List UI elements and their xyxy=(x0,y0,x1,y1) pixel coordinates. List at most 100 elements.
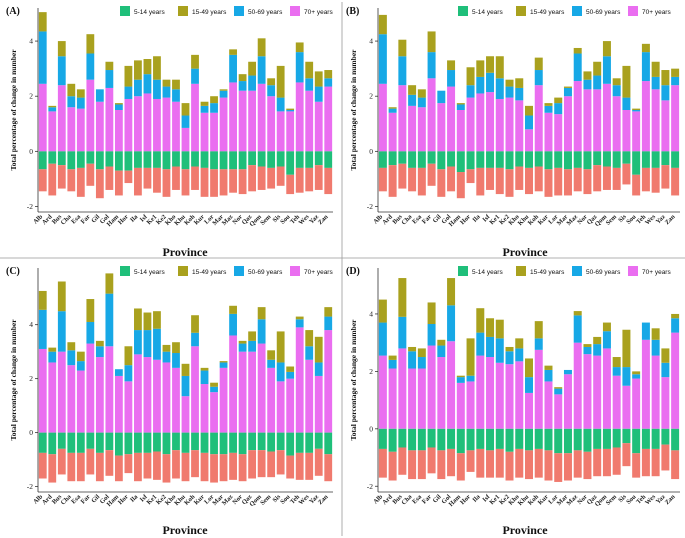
panel-0-bar-50-69-years-Qom xyxy=(257,56,266,84)
panel-3-bar-70-years-Ard xyxy=(388,368,397,429)
panel-1-y-tick-label: 0 xyxy=(369,147,373,156)
panel-3-bar-50-69-years-Kur xyxy=(544,369,553,382)
panel-3-bar-15-49-years-Cha xyxy=(408,346,417,352)
panel-0-bar-negative-lower-Isf xyxy=(143,167,152,189)
panel-0-bar-negative-lower-Qom xyxy=(257,166,266,190)
panel-3-bar-negative-lower-Mar xyxy=(563,453,572,481)
panel-2-y-tick-label: 2 xyxy=(29,374,33,383)
panel-0-bar-50-69-years-Esa xyxy=(76,97,85,109)
panel-1-bar-5-14-years-Bus xyxy=(398,151,407,164)
panel-0-bar-70-years-Kur xyxy=(200,112,209,152)
panel-0-bar-5-14-years-Qaz xyxy=(248,151,257,166)
panel-0-bar-50-69-years-Koh xyxy=(191,68,199,84)
panel-3-bar-15-49-years-Maz xyxy=(573,311,582,316)
panel-2-bar-5-14-years-Sou xyxy=(286,432,295,456)
panel-1-legend-label: 5-14 years xyxy=(472,9,503,16)
panel-0-bar-50-69-years-Kur xyxy=(200,105,209,113)
panel-2-bar-negative-lower-Kho xyxy=(172,450,180,479)
panel-1-bar-50-69-years-Nor xyxy=(583,79,592,90)
panel-0-bar-15-49-years-Hor xyxy=(124,65,133,87)
panel-0-bar-5-14-years-Yaz xyxy=(314,151,323,166)
panel-0-bar-15-49-years-Isf xyxy=(143,59,152,75)
panel-1-legend-swatch xyxy=(628,6,638,16)
panel-1-bar-50-69-years-Teh xyxy=(641,52,650,82)
panel-0-bar-5-14-years-Hor xyxy=(124,151,133,171)
panel-1-bar-70-years-Koh xyxy=(534,85,543,152)
panel-2-bar-50-69-years-Ke1 xyxy=(153,328,161,360)
panel-0-bar-negative-lower-Ham xyxy=(114,170,123,196)
panel-0-bar-50-69-years-Ke2 xyxy=(162,86,171,98)
panel-3-bar-50-69-years-Ham xyxy=(456,377,465,383)
panel-3-bar-15-49-years-Wes xyxy=(651,328,660,340)
panel-2-bar-70-years-Gil xyxy=(95,357,104,433)
panel-3-x-tick-label: Isf xyxy=(481,493,492,504)
panel-2-bar-50-69-years-Ke2 xyxy=(162,351,171,363)
panel-2-bar-5-14-years-Alb xyxy=(38,432,47,453)
panel-1-bar-15-49-years-Ila xyxy=(476,60,485,77)
panel-1-bar-70-years-Teh xyxy=(641,81,650,152)
panel-1-bar-70-years-Ham xyxy=(456,110,465,152)
panel-1-legend-label: 50-69 years xyxy=(586,9,621,16)
panel-3-bar-70-years-Ham xyxy=(456,382,465,429)
panel-0-bar-50-69-years-Gil xyxy=(95,89,104,102)
panel-0-legend-label: 50-69 years xyxy=(248,9,283,16)
panel-1-bar-negative-lower-Ke2 xyxy=(505,169,514,197)
panel-0-bar-negative-lower-Gol xyxy=(105,166,114,190)
panel-2-bar-5-14-years-Qom xyxy=(257,432,266,451)
panel-2-bar-15-49-years-Cha xyxy=(67,342,76,351)
panel-3-x-tick-label: Sem xyxy=(605,493,619,507)
panel-3-legend: 5-14 years 15-49 years 50-69 years 70+ year… xyxy=(458,266,671,276)
panel-2-bar-15-49-years-Isf xyxy=(143,312,152,331)
panel-0-bar-negative-lower-Qaz xyxy=(248,165,257,192)
panel-0-bar-15-49-years-Sis xyxy=(276,65,285,98)
panel-0-bar-70-years-Wes xyxy=(305,90,314,152)
panel-0-bar-negative-lower-Khu xyxy=(181,169,190,196)
panel-1-bar-5-14-years-Kho xyxy=(515,151,524,167)
panel-0-legend-swatch xyxy=(120,6,130,16)
panel-1-bar-5-14-years-Yaz xyxy=(661,151,670,166)
panel-2-bar-negative-lower-Ila xyxy=(134,452,142,482)
panel-1-bar-5-14-years-Ke2 xyxy=(505,151,514,170)
panel-1-bar-70-years-Gil xyxy=(437,103,446,152)
panel-2-bar-50-69-years-Qaz xyxy=(248,340,257,352)
panel-2-bar-5-14-years-Kur xyxy=(200,432,209,453)
panel-0-bar-15-49-years-Bus xyxy=(57,41,66,57)
panel-2-x-tick-label: Hor xyxy=(117,493,130,506)
panel-1-bar-5-14-years-Maz xyxy=(573,151,582,168)
panel-2-bar-15-49-years-Maz xyxy=(229,305,237,314)
panel-3-bar-70-years-Nor xyxy=(583,354,592,429)
panel-3-bar-5-14-years-Kho xyxy=(515,428,524,449)
panel-0-bar-5-14-years-Kur xyxy=(200,151,209,168)
panel-3-legend-swatch xyxy=(628,266,638,276)
panel-1-bar-70-years-Kur xyxy=(544,112,553,152)
panel-3-bar-5-14-years-Isf xyxy=(486,428,495,451)
panel-2-bar-50-69-years-Bus xyxy=(57,311,66,352)
panel-3-legend-swatch xyxy=(516,266,526,276)
panel-3-bar-50-69-years-Gil xyxy=(437,345,446,358)
panel-2-bar-15-49-years-Bus xyxy=(57,281,66,312)
panel-1-bar-15-49-years-Isf xyxy=(486,56,495,73)
panel-1-bar-15-49-years-Zan xyxy=(671,68,680,77)
panel-2-legend-swatch xyxy=(234,266,244,276)
panel-0-bar-15-49-years-Gol xyxy=(105,61,114,71)
panel-2-bar-15-49-years-Alb xyxy=(38,290,47,310)
panel-3-bar-70-years-Qaz xyxy=(593,355,602,429)
panel-1-bar-negative-lower-Sem xyxy=(612,167,621,190)
panel-2-bar-50-69-years-Nor xyxy=(238,343,247,352)
panel-3-legend-label: 5-14 years xyxy=(472,269,503,276)
panel-2-bar-70-years-Wes xyxy=(305,359,314,433)
panel-2-bar-50-69-years-Ard xyxy=(48,351,57,363)
panel-3-bar-15-49-years-Gil xyxy=(437,339,446,346)
panel-0-bar-15-49-years-Zan xyxy=(324,70,333,79)
panel-3-bar-negative-lower-Teh xyxy=(641,448,650,477)
panel-1-bar-70-years-Wes xyxy=(651,89,660,152)
panel-2-y-axis-label: Total percentage of change in number xyxy=(9,319,18,441)
panel-2-bar-70-years-Nor xyxy=(238,351,247,433)
panel-3-bar-15-49-years-Sis xyxy=(622,329,631,368)
panel-1-bar-50-69-years-Yaz xyxy=(661,85,670,101)
panel-0-bar-5-14-years-Maz xyxy=(229,151,237,170)
panel-1-bar-negative-lower-Maz xyxy=(573,167,582,192)
panel-3-bar-negative-lower-Kur xyxy=(544,450,553,481)
panel-2-bar-15-49-years-Yaz xyxy=(314,336,323,363)
panel-1-bar-70-years-Ke2 xyxy=(505,97,514,152)
